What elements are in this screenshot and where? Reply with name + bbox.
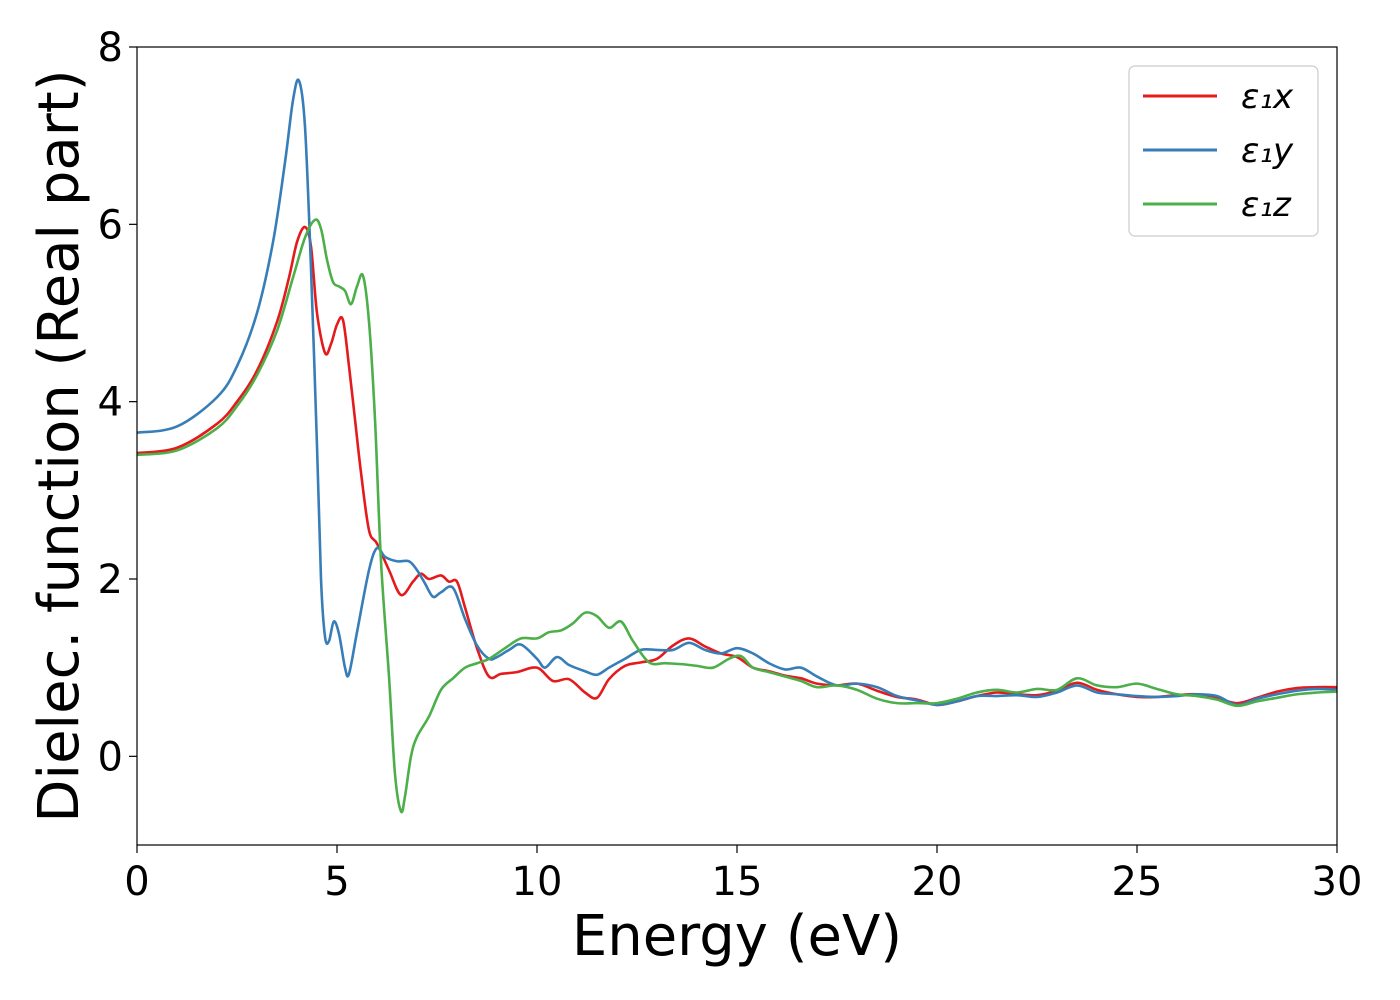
series-line-2: [137, 78, 1337, 707]
y-tick-label: 0: [98, 734, 123, 780]
y-axis-label: Dielec. function (Real part): [27, 69, 92, 822]
x-tick-label: 5: [324, 859, 349, 905]
legend-box: [1128, 65, 1319, 237]
axes: 0 5 10 15 20 25 30 0 2 4 6 8 Energy (eV) Dielec. func…: [27, 25, 1362, 969]
x-tick-label: 0: [124, 859, 149, 905]
y-tick-label: 4: [98, 380, 123, 426]
x-tick-label: 20: [912, 859, 963, 905]
plot-lines: [137, 78, 1337, 814]
x-tick-label: 25: [1112, 859, 1163, 905]
legend: ε₁x ε₁y ε₁z: [1128, 65, 1319, 237]
y-tick-label: 8: [98, 25, 123, 71]
x-tick-label: 30: [1312, 859, 1363, 905]
y-tick-label: 2: [98, 557, 123, 603]
x-tick-label: 15: [712, 859, 763, 905]
y-tick-label: 6: [98, 202, 123, 248]
series-line-3: [137, 218, 1337, 814]
legend-label: ε₁x: [1241, 77, 1294, 117]
legend-label: ε₁z: [1241, 185, 1292, 225]
series-line-1: [137, 225, 1337, 707]
legend-label: ε₁y: [1241, 131, 1294, 171]
x-tick-label: 10: [512, 859, 563, 905]
x-axis-label: Energy (eV): [572, 904, 902, 969]
